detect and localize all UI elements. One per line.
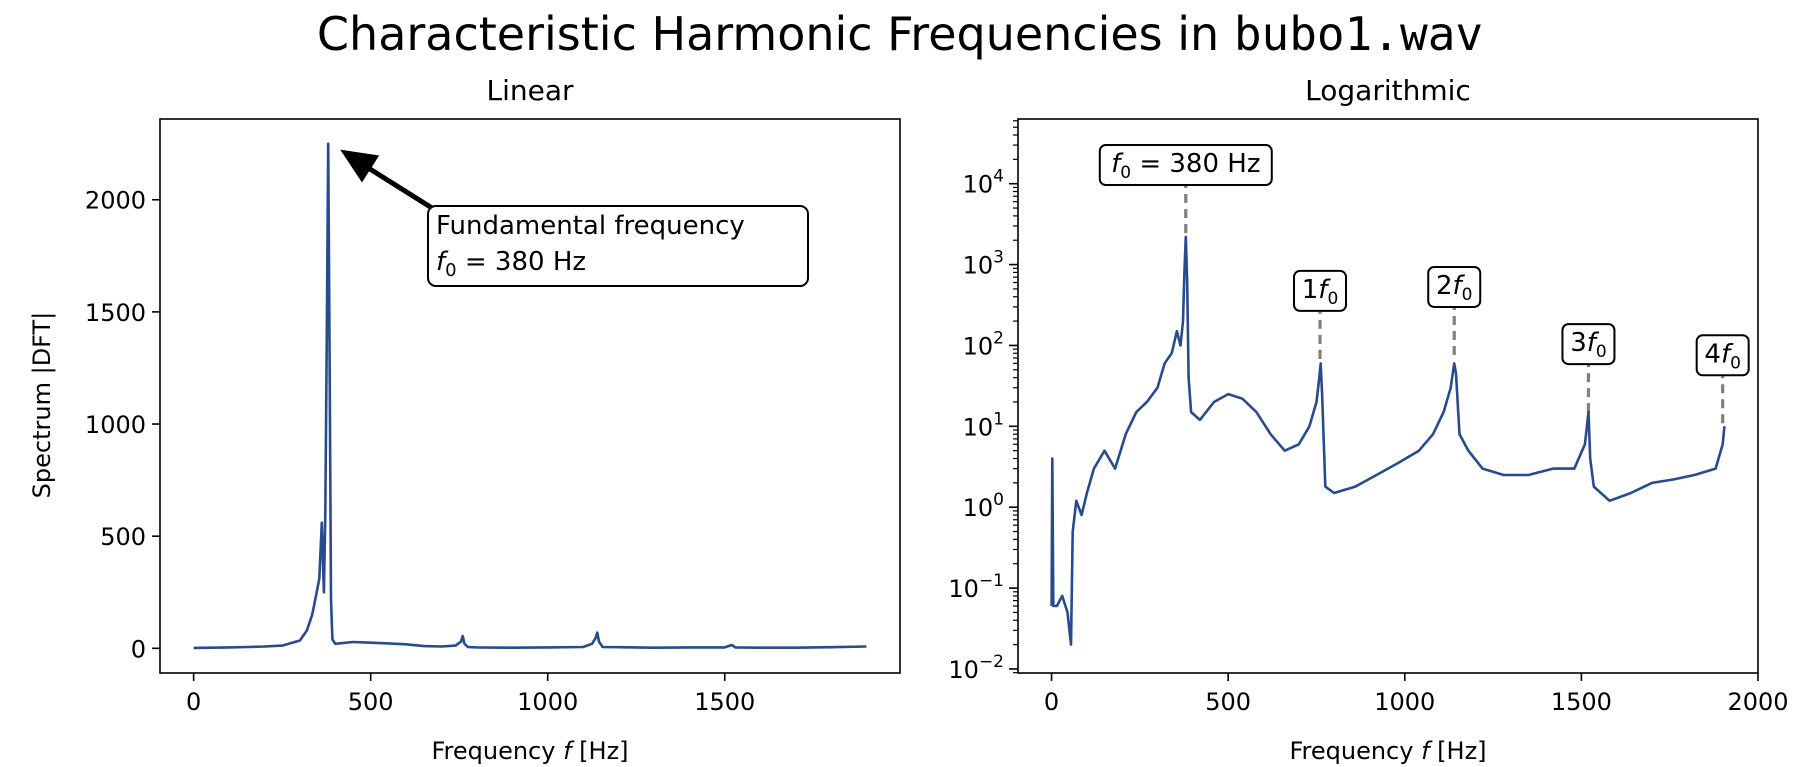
log-spectrum-line [1050,235,1726,646]
linear-panel-title: Linear [486,74,574,107]
log-panel: Logarithmic Frequency f [Hz] 0 500 1000 150… [948,74,1788,765]
log-y-tick-label: 100 [963,490,1004,522]
log-plot-frame [1017,118,1759,674]
harmonic-label: f0 = 380 Hz [1098,144,1273,187]
linear-spectrum-line [193,142,867,650]
linear-y-tick-label: 1000 [85,411,146,439]
log-x-tick-label: 1000 [1374,688,1435,716]
annotation-line-1: Fundamental frequency [436,211,745,241]
linear-x-tick-label: 1500 [694,688,755,716]
log-x-tick-label: 2000 [1727,688,1788,716]
linear-x-tick-label: 1000 [517,688,578,716]
harmonic-label-box [1561,323,1616,366]
log-x-tick-label: 500 [1205,688,1251,716]
annotation-arrow-shaft [364,164,434,211]
annotation-line-2: f0 = 380 Hz [436,247,586,281]
linear-x-tick-label: 0 [186,688,201,716]
figure-title: Characteristic Harmonic Frequencies in b… [317,7,1483,61]
log-y-tick-label: 10−2 [948,652,1004,684]
linear-plot-frame [159,118,901,674]
harmonic-label-text: f0 = 380 Hz [1111,149,1260,183]
figure-title-text: Characteristic Harmonic Frequencies in [317,7,1234,61]
harmonic-label-box [1695,334,1750,377]
log-x-tick-label: 0 [1044,688,1059,716]
linear-y-tick-label: 0 [131,635,146,663]
harmonic-label-box [1427,265,1482,308]
linear-y-axis-label: Spectrum |DFT| [28,312,56,499]
annotation-arrow-head [340,149,380,183]
harmonic-label: 4f0 [1695,334,1750,377]
figure-title-filename: bubo1.wav [1234,7,1483,61]
log-y-tick-label: 104 [963,167,1004,199]
harmonic-label-box [1293,269,1348,312]
linear-x-axis-label: Frequency f [Hz] [431,737,628,765]
annotation-box [427,205,809,287]
log-y-tick-label: 10−1 [948,571,1004,603]
harmonic-label: 2f0 [1427,265,1482,308]
harmonic-label-box [1098,144,1273,187]
log-x-tick-label: 1500 [1551,688,1612,716]
linear-y-tick-label: 500 [100,523,146,551]
log-y-tick-label: 101 [963,409,1004,441]
log-x-axis-label: Frequency f [Hz] [1289,737,1486,765]
log-panel-title: Logarithmic [1305,74,1471,107]
linear-y-tick-label: 2000 [85,187,146,215]
harmonic-label-text: 1f0 [1302,275,1339,309]
linear-y-tick-label: 1500 [85,299,146,327]
log-y-tick-label: 102 [963,328,1004,360]
linear-panel: Linear Frequency f [Hz] Spectrum |DFT| 0… [28,74,901,765]
linear-x-tick-label: 500 [348,688,394,716]
log-y-tick-label: 103 [963,248,1004,280]
harmonic-label: 3f0 [1561,323,1616,366]
harmonic-label: 1f0 [1293,269,1348,312]
